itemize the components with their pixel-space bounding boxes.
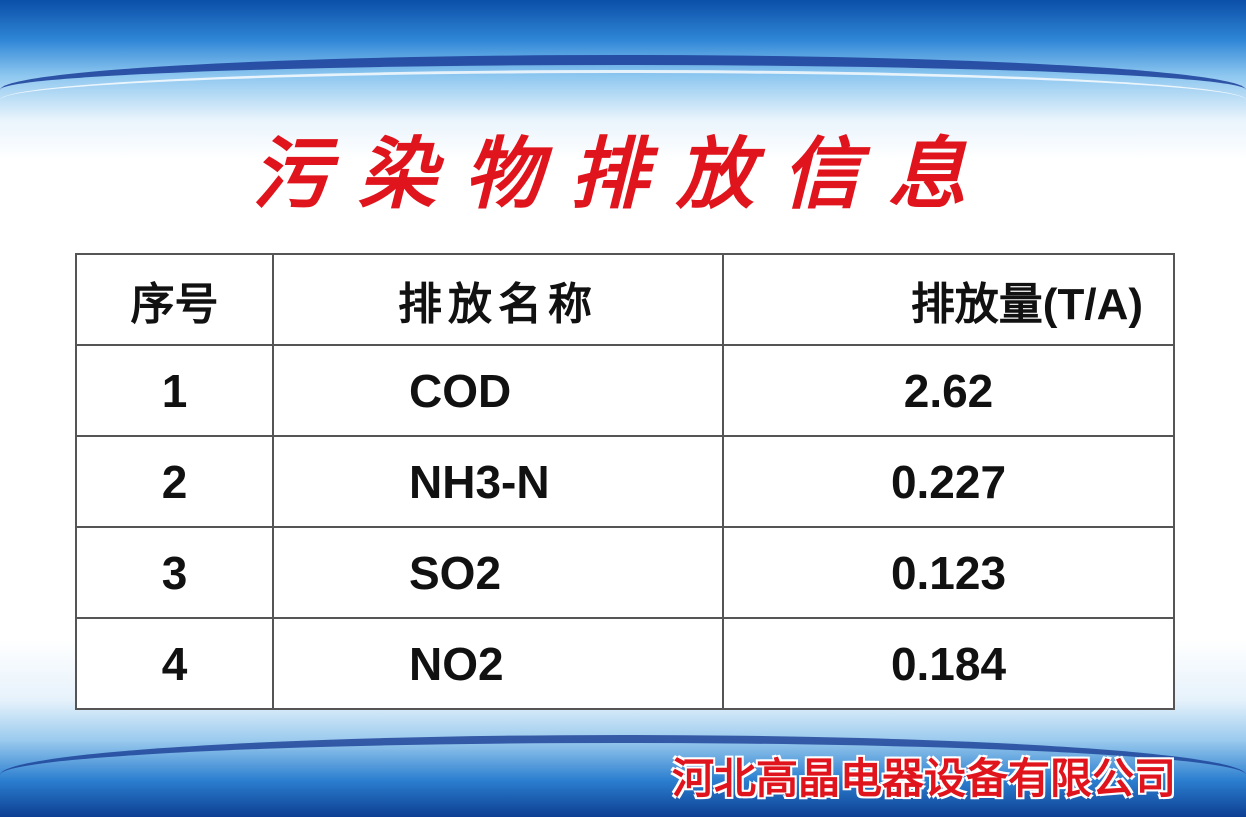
table-row: 2 NH3-N 0.227 — [75, 435, 1175, 528]
table-row: 3 SO2 0.123 — [75, 526, 1175, 619]
cell-index: 4 — [75, 617, 274, 710]
cell-name: COD — [272, 344, 724, 437]
header-index: 序号 — [75, 253, 274, 346]
header-name: 排放名称 — [272, 253, 724, 346]
cell-name: NH3-N — [272, 435, 724, 528]
cell-name: NO2 — [272, 617, 724, 710]
sign-title: 污染物排放信息 — [251, 129, 994, 220]
table-row: 4 NO2 0.184 — [75, 617, 1175, 710]
header-amount: 排放量(T/A) — [722, 253, 1175, 346]
table-row: 1 COD 2.62 — [75, 344, 1175, 437]
decorative-swoosh-bottom — [0, 735, 1246, 815]
company-name: 河北高晶电器设备有限公司 — [671, 755, 1176, 802]
cell-index: 3 — [75, 526, 274, 619]
emissions-table: 序号 排放名称 排放量(T/A) 1 COD 2.62 2 NH3-N 0.22… — [75, 253, 1175, 710]
decorative-swoosh-top — [0, 55, 1246, 125]
cell-amount: 0.227 — [722, 435, 1175, 528]
table-header-row: 序号 排放名称 排放量(T/A) — [75, 253, 1175, 346]
cell-index: 2 — [75, 435, 274, 528]
decorative-swoosh-highlight — [0, 70, 1246, 130]
cell-name: SO2 — [272, 526, 724, 619]
cell-amount: 0.123 — [722, 526, 1175, 619]
cell-index: 1 — [75, 344, 274, 437]
cell-amount: 0.184 — [722, 617, 1175, 710]
cell-amount: 2.62 — [722, 344, 1175, 437]
